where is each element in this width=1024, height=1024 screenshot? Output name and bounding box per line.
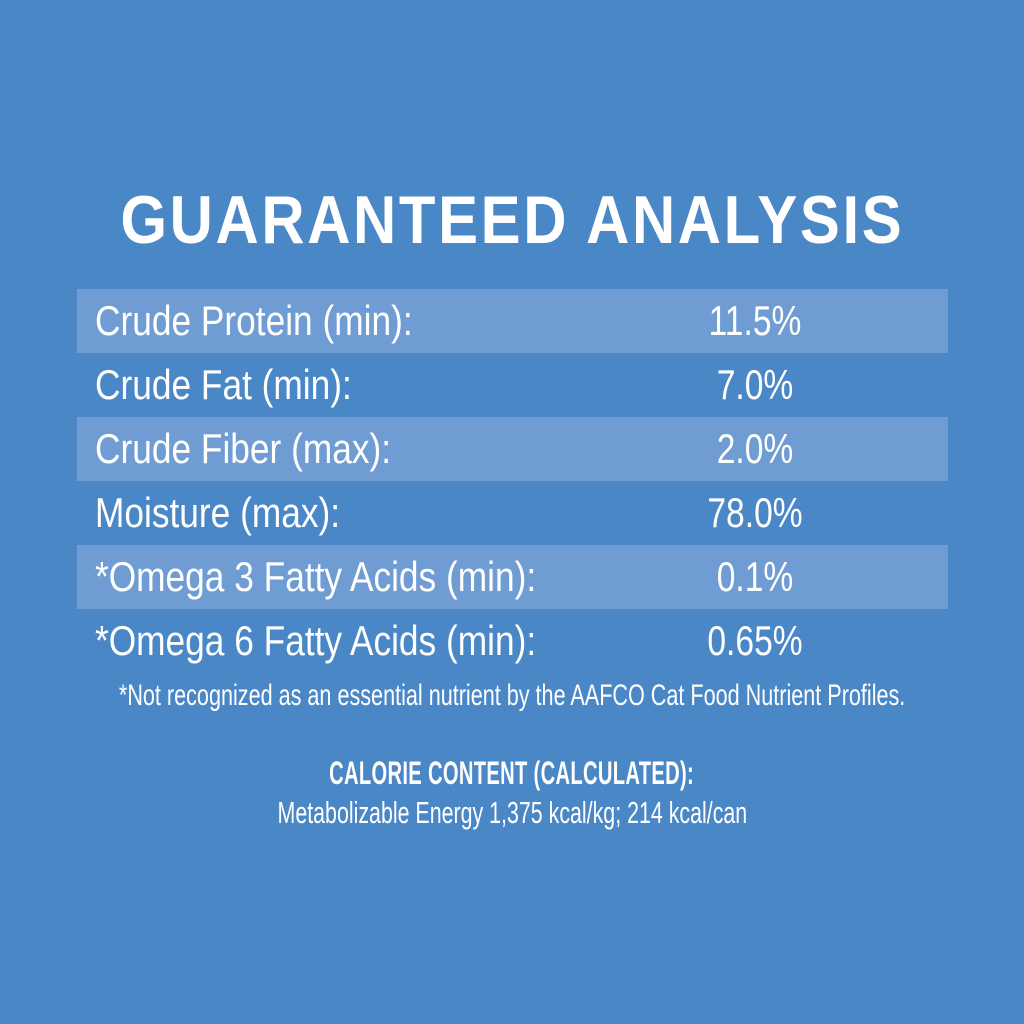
nutrient-label: Crude Fiber (max): xyxy=(95,425,392,472)
table-row: Crude Fat (min): 7.0% xyxy=(77,353,948,417)
nutrient-label: Crude Fat (min): xyxy=(95,361,352,408)
table-row: *Omega 6 Fatty Acids (min): 0.65% xyxy=(77,609,948,673)
table-row: *Omega 3 Fatty Acids (min): 0.1% xyxy=(77,545,948,609)
table-row: Moisture (max): 78.0% xyxy=(77,481,948,545)
nutrient-value: 11.5% xyxy=(708,297,802,344)
page-title: GUARANTEED ANALYSIS xyxy=(0,186,1024,254)
guaranteed-analysis-table: Crude Protein (min): 11.5% Crude Fat (mi… xyxy=(77,289,948,673)
nutrient-value: 0.65% xyxy=(707,617,803,664)
nutrient-label: Crude Protein (min): xyxy=(95,297,413,344)
calorie-content-section: CALORIE CONTENT (CALCULATED): Metaboliza… xyxy=(0,756,1024,830)
footnote: *Not recognized as an essential nutrient… xyxy=(0,673,1024,719)
nutrient-value: 7.0% xyxy=(716,361,794,408)
nutrient-label: Moisture (max): xyxy=(95,489,341,536)
nutrient-value: 2.0% xyxy=(716,425,794,472)
footnote-text: *Not recognized as an essential nutrient… xyxy=(118,679,906,712)
nutrient-value: 78.0% xyxy=(707,489,803,536)
nutrient-value: 0.1% xyxy=(716,553,794,600)
table-row: Crude Protein (min): 11.5% xyxy=(77,289,948,353)
nutrient-label: *Omega 3 Fatty Acids (min): xyxy=(95,553,537,600)
calorie-content-value: Metabolizable Energy 1,375 kcal/kg; 214 … xyxy=(277,795,747,830)
calorie-content-heading: CALORIE CONTENT (CALCULATED): xyxy=(329,755,695,791)
nutrient-label: *Omega 6 Fatty Acids (min): xyxy=(95,617,537,664)
page-title-text: GUARANTEED ANALYSIS xyxy=(120,182,904,258)
table-row: Crude Fiber (max): 2.0% xyxy=(77,417,948,481)
